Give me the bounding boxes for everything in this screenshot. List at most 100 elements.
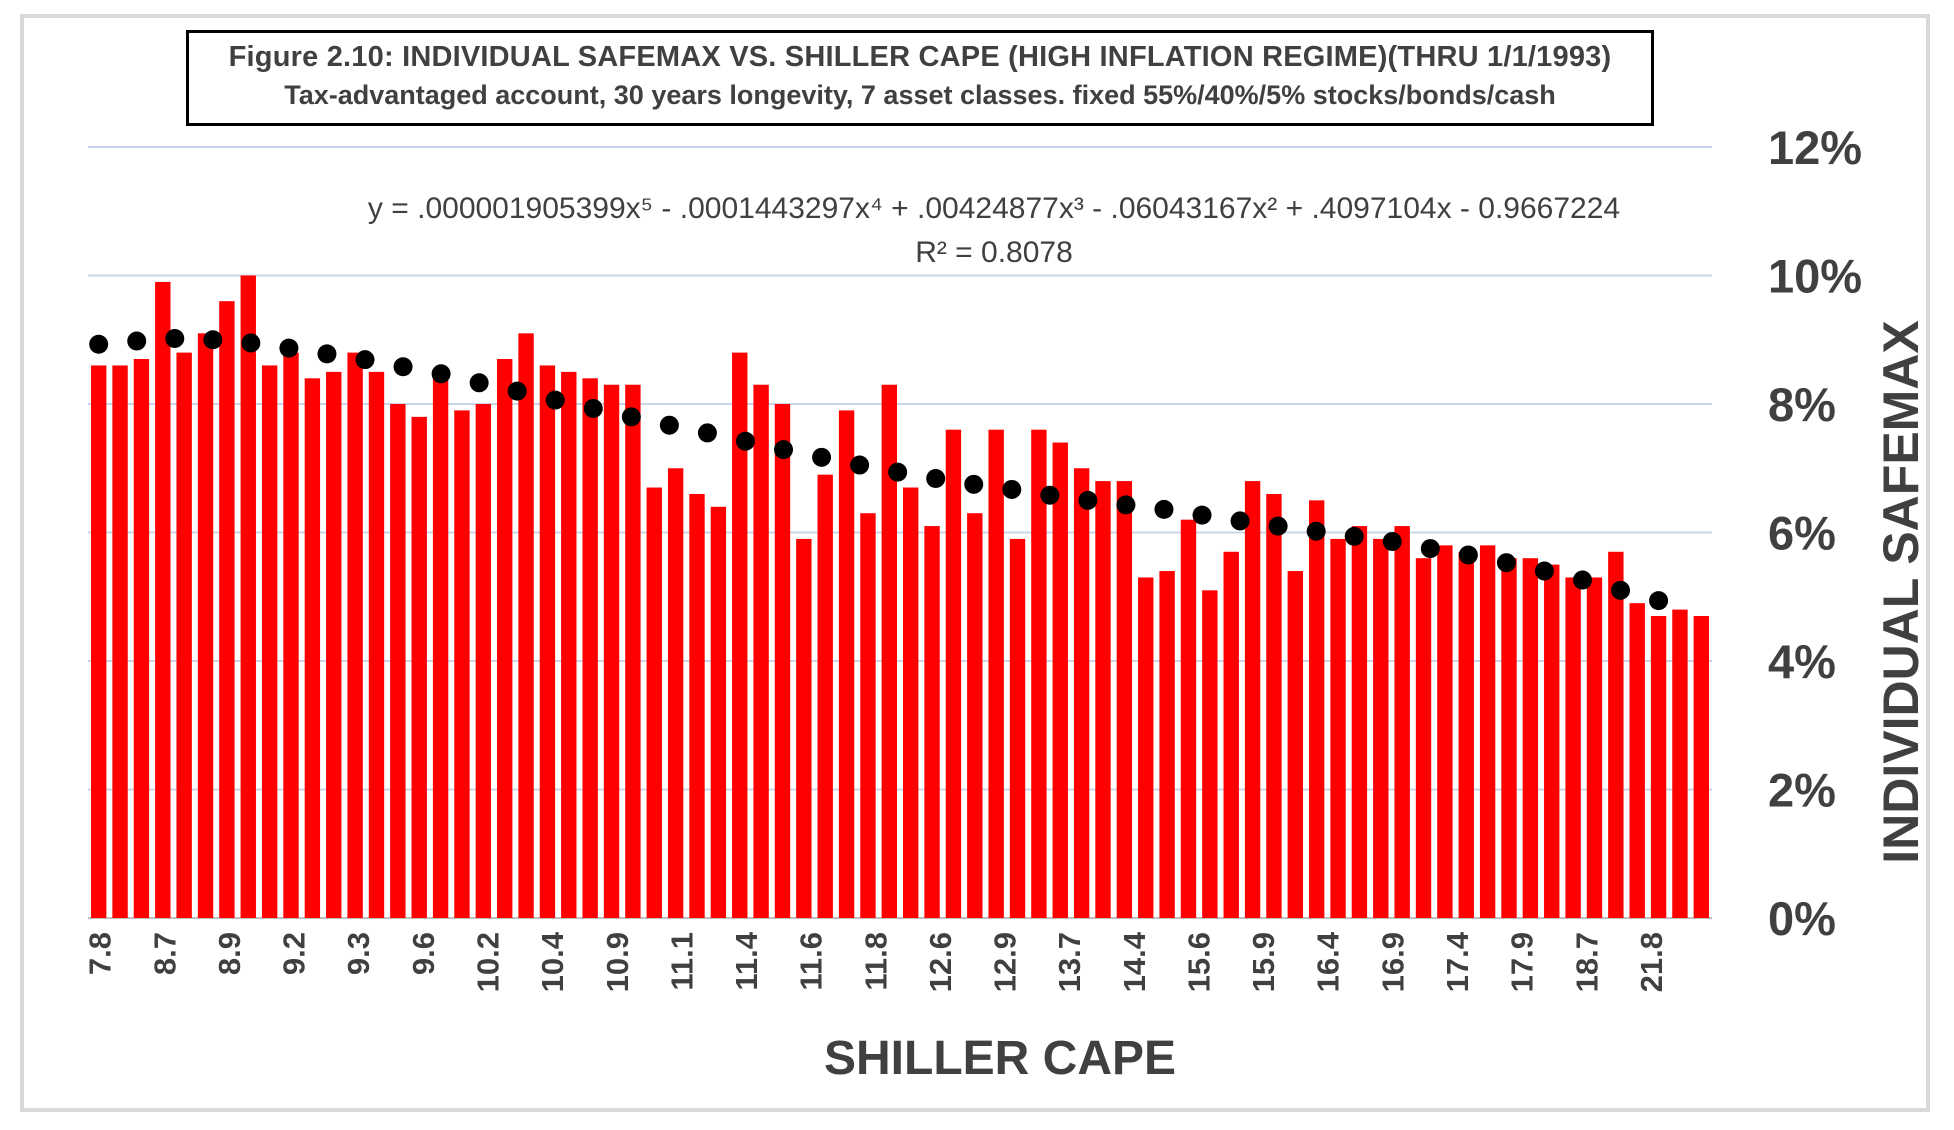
- y-tick-label: 6%: [1768, 507, 1836, 560]
- bar: [1095, 481, 1111, 918]
- bar: [1479, 545, 1496, 918]
- y-tick-label: 8%: [1768, 378, 1836, 431]
- bar: [753, 384, 769, 919]
- trend-point: [241, 333, 261, 353]
- y-tick-label: 0%: [1768, 892, 1836, 945]
- x-tick-label: 14.4: [1117, 931, 1152, 992]
- bar: [1244, 481, 1261, 918]
- x-tick-label: 9.2: [277, 932, 312, 975]
- x-tick-label: 15.9: [1246, 932, 1281, 992]
- trend-point: [697, 423, 717, 443]
- y-tick-label: 2%: [1768, 764, 1836, 817]
- trendline-equation: y = .000001905399x⁵ - .0001443297x⁴ + .0…: [368, 192, 1620, 225]
- bar: [1073, 468, 1090, 918]
- trend-point: [165, 328, 185, 348]
- bar: [689, 493, 705, 918]
- bar: [1330, 538, 1346, 918]
- bar: [518, 333, 534, 918]
- x-tick-label: 16.9: [1375, 932, 1410, 992]
- bar: [1415, 558, 1432, 918]
- x-tick-label: 21.8: [1634, 932, 1669, 992]
- bar: [732, 352, 748, 919]
- trend-point: [1078, 490, 1098, 510]
- bar: [155, 281, 171, 918]
- bar: [1693, 616, 1710, 918]
- trend-point: [507, 381, 527, 401]
- bar: [1159, 571, 1175, 918]
- x-tick-label: 10.4: [535, 931, 570, 992]
- y-tick-label: 12%: [1768, 121, 1862, 174]
- trend-point: [431, 364, 451, 384]
- x-tick-label: 18.7: [1569, 932, 1604, 992]
- trend-point: [926, 469, 946, 489]
- trend-point: [1611, 580, 1631, 600]
- x-tick-label: 17.9: [1505, 932, 1540, 992]
- bar: [432, 371, 449, 918]
- bar: [496, 359, 513, 918]
- x-tick-label: 16.4: [1311, 931, 1346, 992]
- trend-point: [1534, 561, 1554, 581]
- bar: [1650, 616, 1667, 918]
- bar: [902, 487, 919, 918]
- bar: [1223, 551, 1239, 918]
- bar: [881, 384, 898, 919]
- x-axis-title: SHILLER CAPE: [824, 1032, 1176, 1085]
- x-tick-label: 10.2: [470, 932, 505, 992]
- trend-point: [1268, 516, 1288, 536]
- x-tick-label: 12.6: [923, 932, 958, 992]
- y-axis-ticks: 0% 2% 4% 6% 8% 10% 12%: [1768, 121, 1862, 945]
- trend-point: [203, 330, 223, 350]
- bar: [774, 404, 791, 918]
- bar: [1138, 577, 1154, 918]
- x-axis-ticks: 7.8 8.7 8.9 9.2 9.3 9.6 10.2 10.4 10.9 11.1 11.4 11…: [83, 931, 1669, 992]
- trend-point: [735, 431, 755, 451]
- trend-point: [1230, 511, 1250, 531]
- bar: [197, 333, 214, 918]
- bar-series: [90, 275, 1710, 919]
- y-tick-label: 4%: [1768, 635, 1836, 688]
- x-tick-label: 9.3: [341, 932, 376, 975]
- bar: [1351, 526, 1368, 918]
- trend-point: [1458, 545, 1478, 565]
- bar: [112, 365, 128, 918]
- trend-point: [1572, 570, 1592, 590]
- bar: [133, 359, 150, 918]
- bar: [945, 429, 962, 918]
- x-tick-label: 11.1: [664, 932, 699, 991]
- x-tick-label: 10.9: [600, 932, 635, 992]
- trend-point: [545, 390, 565, 410]
- bar: [1629, 603, 1645, 918]
- trend-point: [888, 462, 908, 482]
- bar: [796, 538, 812, 918]
- x-tick-label: 17.4: [1440, 931, 1475, 992]
- x-tick-label: 15.6: [1181, 932, 1216, 992]
- bar: [924, 526, 940, 918]
- trend-point: [393, 357, 413, 377]
- bar: [1266, 493, 1282, 918]
- bar: [1373, 538, 1389, 918]
- x-tick-label: 8.7: [147, 932, 182, 975]
- trend-point: [1154, 499, 1174, 519]
- trend-point: [812, 447, 832, 467]
- bar: [1052, 442, 1068, 918]
- x-tick-label: 12.9: [988, 932, 1023, 992]
- bar: [1608, 551, 1624, 918]
- bar: [860, 513, 876, 918]
- trend-point: [1420, 539, 1440, 559]
- bar: [561, 371, 577, 918]
- bar: [1672, 609, 1688, 918]
- trend-point: [659, 415, 679, 435]
- bar: [967, 513, 983, 918]
- trend-point: [1002, 479, 1022, 499]
- bar: [603, 384, 620, 919]
- x-tick-label: 8.9: [212, 932, 247, 975]
- bar: [1437, 545, 1453, 918]
- bar: [710, 506, 727, 918]
- bar: [90, 365, 107, 918]
- bar: [240, 275, 256, 918]
- bar: [1287, 571, 1304, 918]
- trend-point: [1496, 553, 1516, 573]
- trend-point: [317, 344, 337, 364]
- bar: [261, 365, 278, 918]
